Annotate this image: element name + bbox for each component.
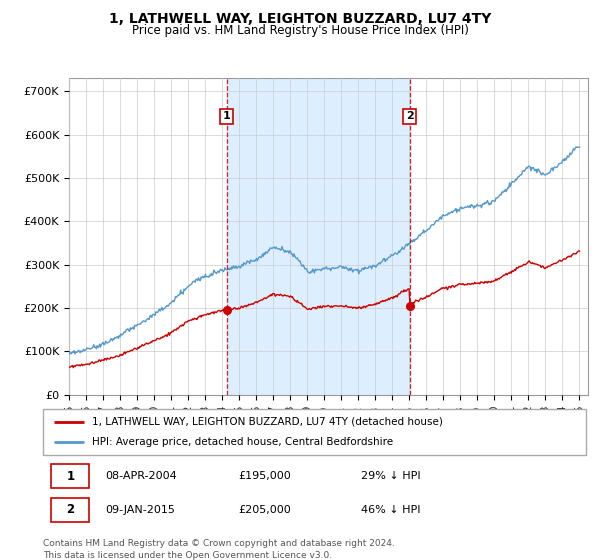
Bar: [52, 498, 89, 522]
Text: 09-JAN-2015: 09-JAN-2015: [106, 505, 176, 515]
Bar: [52, 464, 89, 488]
Text: 46% ↓ HPI: 46% ↓ HPI: [361, 505, 421, 515]
Text: £205,000: £205,000: [239, 505, 292, 515]
Text: Contains HM Land Registry data © Crown copyright and database right 2024.
This d: Contains HM Land Registry data © Crown c…: [43, 539, 395, 559]
Text: 1: 1: [66, 470, 74, 483]
Text: 29% ↓ HPI: 29% ↓ HPI: [361, 472, 421, 482]
Text: 1, LATHWELL WAY, LEIGHTON BUZZARD, LU7 4TY (detached house): 1, LATHWELL WAY, LEIGHTON BUZZARD, LU7 4…: [92, 417, 443, 427]
Text: 08-APR-2004: 08-APR-2004: [106, 472, 178, 482]
Text: 1: 1: [223, 111, 230, 122]
Text: HPI: Average price, detached house, Central Bedfordshire: HPI: Average price, detached house, Cent…: [92, 437, 393, 447]
Text: 2: 2: [66, 503, 74, 516]
Text: £195,000: £195,000: [239, 472, 292, 482]
Bar: [227, 78, 410, 395]
Text: 2: 2: [406, 111, 414, 122]
Text: 1, LATHWELL WAY, LEIGHTON BUZZARD, LU7 4TY: 1, LATHWELL WAY, LEIGHTON BUZZARD, LU7 4…: [109, 12, 491, 26]
Text: Price paid vs. HM Land Registry's House Price Index (HPI): Price paid vs. HM Land Registry's House …: [131, 24, 469, 37]
